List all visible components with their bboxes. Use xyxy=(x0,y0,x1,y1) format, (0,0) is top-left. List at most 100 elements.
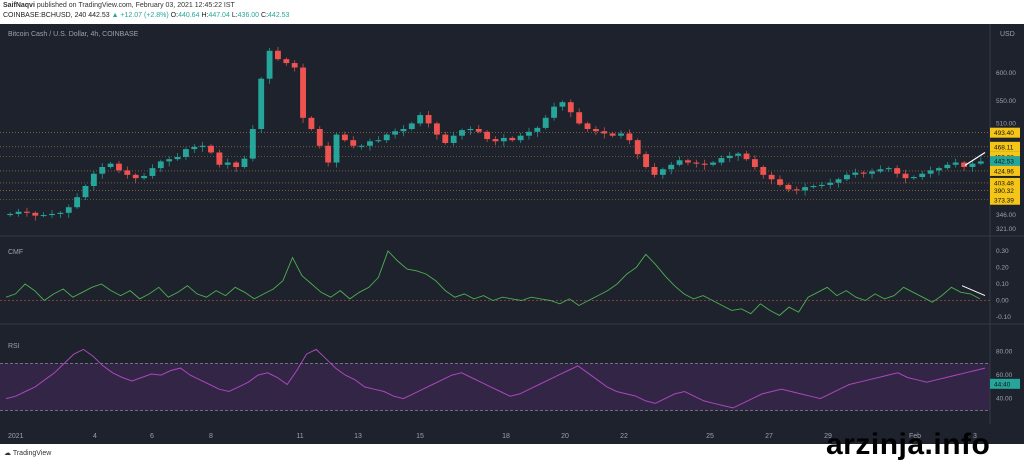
price-label-text: 44:40 xyxy=(994,381,1011,388)
x-tick-label: 29 xyxy=(824,433,832,440)
rsi-line xyxy=(5,348,986,409)
candle-body xyxy=(659,169,666,175)
candle-body xyxy=(283,59,290,64)
open-label: O: xyxy=(170,12,179,19)
rsi-tick-label: 40.00 xyxy=(996,396,1013,403)
candle-body xyxy=(367,141,373,146)
candle-body xyxy=(735,153,742,156)
x-tick-label: 22 xyxy=(620,433,628,440)
price-label-text: 493.40 xyxy=(994,130,1014,137)
candle-body xyxy=(584,123,591,129)
candle-body xyxy=(249,129,256,159)
candle-body xyxy=(275,50,281,60)
candle-body xyxy=(810,186,817,188)
candle-body xyxy=(701,163,708,165)
site-watermark: arzinja.info xyxy=(826,428,991,461)
candle-body xyxy=(425,115,432,124)
candle-body xyxy=(233,162,240,167)
candle-body xyxy=(777,179,783,185)
chart-svg[interactable]: Bitcoin Cash / U.S. Dollar, 4h, COINBASE… xyxy=(0,24,1024,444)
price-tick-label: 550.00 xyxy=(996,98,1016,105)
candle-body xyxy=(90,173,97,186)
candle-body xyxy=(266,50,273,79)
candle-body xyxy=(433,123,440,135)
candle-body xyxy=(952,162,959,165)
x-tick-label: 8 xyxy=(209,433,213,440)
high-label: H: xyxy=(201,12,209,19)
author-name[interactable]: SaifNaqvi xyxy=(3,2,35,9)
candle-body xyxy=(174,156,181,160)
candle-body xyxy=(509,137,516,141)
candle-body xyxy=(99,167,106,174)
x-tick-label: 15 xyxy=(416,433,424,440)
candle-body xyxy=(718,158,725,163)
candle-body xyxy=(526,131,532,136)
candle-body xyxy=(802,187,809,191)
candle-body xyxy=(400,129,407,132)
candle-body xyxy=(459,130,465,136)
candle-body xyxy=(350,140,357,146)
cmf-tick-label: 0.10 xyxy=(996,281,1009,288)
price-label-text: 403.48 xyxy=(994,180,1014,187)
candle-body xyxy=(927,170,934,174)
candle-body xyxy=(408,123,415,129)
close-value: 442.53 xyxy=(268,12,290,19)
cloud-icon: ☁ xyxy=(4,450,13,457)
rsi-band xyxy=(0,363,990,411)
candle-body xyxy=(743,153,750,160)
candle-body xyxy=(291,63,298,68)
x-tick-label: 20 xyxy=(561,433,569,440)
candle-body xyxy=(442,134,449,143)
candle-body xyxy=(869,171,875,174)
price-tick-label: 600.00 xyxy=(996,70,1016,77)
publish-text: published on TradingView.com, February 0… xyxy=(36,2,235,9)
candle-body xyxy=(392,131,399,135)
candle-body xyxy=(894,168,901,174)
trend-arrow xyxy=(964,151,986,166)
candle-body xyxy=(57,212,64,214)
cmf-tick-label: 0.20 xyxy=(996,264,1009,271)
price-label-tag xyxy=(990,141,1020,152)
candle-body xyxy=(551,106,558,118)
cmf-trend-arrow xyxy=(961,285,986,297)
candle-body xyxy=(116,163,122,171)
candle-body xyxy=(693,162,700,164)
cmf-pane[interactable]: CMF xyxy=(0,249,990,316)
indicator-label: RSI xyxy=(8,343,20,350)
price-label-text: 390.32 xyxy=(994,188,1014,195)
candle-body xyxy=(592,129,599,132)
candle-body xyxy=(341,134,348,141)
candle-body xyxy=(852,172,859,175)
candle-body xyxy=(827,182,834,185)
rsi-pane[interactable]: RSI xyxy=(0,343,990,411)
cmf-tick-label: -0.10 xyxy=(996,314,1011,321)
candle-body xyxy=(668,164,675,170)
price-label-tag xyxy=(990,177,1020,188)
price-tick-label: 510.00 xyxy=(996,120,1016,127)
candle-body xyxy=(32,212,39,216)
price-label-tag xyxy=(990,185,1020,196)
price-label-text: 424.96 xyxy=(994,168,1014,175)
tradingview-logo[interactable]: ☁ TradingView xyxy=(4,449,51,457)
candle-body xyxy=(7,213,14,216)
cmf-tick-label: 0.00 xyxy=(996,298,1009,305)
price-label-tag xyxy=(990,378,1020,389)
price-label-tag xyxy=(990,127,1020,138)
price-pane[interactable]: Bitcoin Cash / U.S. Dollar, 4h, COINBASE xyxy=(0,31,990,221)
candle-body xyxy=(977,161,984,164)
ohlc-readout: COINBASE:BCHUSD, 240 442.53 ▲ +12.07 (+2… xyxy=(3,12,289,19)
price-label-tag xyxy=(990,194,1020,205)
candle-body xyxy=(49,213,55,216)
price-label-tag xyxy=(990,156,1020,167)
currency-label: USD xyxy=(1000,31,1015,38)
candle-body xyxy=(107,163,114,167)
candle-body xyxy=(618,133,624,136)
candle-body xyxy=(609,133,616,136)
candle-body xyxy=(157,161,164,169)
chart-area[interactable]: Bitcoin Cash / U.S. Dollar, 4h, COINBASE… xyxy=(0,24,1024,444)
candle-body xyxy=(818,184,825,186)
candle-body xyxy=(844,174,850,180)
chart-title: Bitcoin Cash / U.S. Dollar, 4h, COINBASE xyxy=(8,31,139,38)
top-bar: SaifNaqvi published on TradingView.com, … xyxy=(0,0,1024,24)
price-tick-label: 321.00 xyxy=(996,226,1016,233)
